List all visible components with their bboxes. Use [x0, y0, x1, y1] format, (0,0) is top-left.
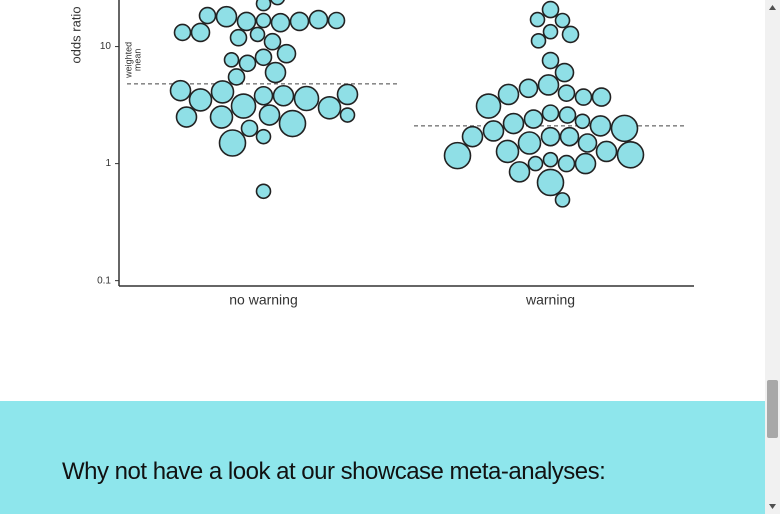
- bubble: [554, 192, 571, 208]
- bubble: [527, 155, 544, 172]
- bubble: [557, 84, 576, 102]
- bubble: [577, 133, 598, 153]
- bubble: [461, 125, 484, 148]
- bubble: [589, 115, 612, 137]
- x-tick-label: warning: [525, 292, 575, 308]
- bubble: [249, 26, 266, 43]
- bubble: [272, 84, 295, 107]
- bubble: [443, 141, 472, 170]
- weighted-mean-label: weighted: [123, 42, 133, 79]
- y-tick-label: 0.1: [97, 275, 111, 286]
- bubble: [610, 114, 639, 143]
- bubble: [518, 78, 539, 99]
- bubble: [502, 112, 525, 135]
- bubble: [229, 28, 248, 47]
- bubble: [574, 152, 597, 175]
- bubble: [270, 0, 285, 6]
- bubble: [227, 68, 246, 86]
- bubble: [210, 80, 235, 104]
- section-heading: Why not have a look at our showcase meta…: [62, 458, 606, 485]
- bubble: [339, 107, 356, 123]
- bubble: [558, 106, 577, 124]
- bubble: [616, 140, 645, 169]
- bubble: [529, 11, 546, 28]
- bubble: [255, 0, 272, 12]
- bubble: [537, 74, 560, 96]
- bubble: [317, 95, 342, 120]
- bubble: [497, 83, 520, 106]
- bubble: [482, 120, 505, 142]
- bubble: [540, 126, 561, 147]
- bubble: [595, 140, 618, 163]
- scrollbar[interactable]: [765, 0, 780, 514]
- weighted-mean-label: mean: [132, 49, 142, 72]
- bubble: [169, 79, 192, 102]
- bubble: [561, 25, 580, 44]
- bubble: [508, 161, 531, 183]
- bubble: [308, 9, 329, 30]
- bubble: [530, 33, 547, 49]
- bubble: [475, 93, 502, 119]
- bubble: [238, 54, 257, 73]
- bubble: [523, 109, 544, 129]
- bubble: [541, 0, 560, 19]
- scroll-up[interactable]: [769, 5, 776, 10]
- bubble: [289, 11, 310, 32]
- bubble: [517, 131, 542, 155]
- y-tick-label: 1: [105, 158, 111, 169]
- bubble: [175, 106, 198, 128]
- showcase-section: Why not have a look at our showcase meta…: [0, 401, 765, 514]
- bubble: [542, 151, 559, 168]
- bubble: [215, 5, 238, 28]
- y-tick-label: 10: [100, 41, 112, 52]
- bubble: [278, 109, 307, 138]
- bubble: [276, 43, 297, 64]
- y-axis-label: odds ratio: [68, 6, 83, 63]
- bubble: [536, 168, 565, 197]
- bubble: [559, 126, 580, 147]
- scroll-thumb[interactable]: [767, 380, 778, 438]
- bubble: [253, 85, 274, 106]
- bubble: [223, 52, 240, 68]
- bubble: [293, 85, 320, 112]
- bubble: [541, 51, 560, 70]
- chart: odds ratio 0.1 1 10 no warning warning weight…: [68, 0, 694, 308]
- bubble: [327, 11, 346, 30]
- bubble: [236, 11, 257, 32]
- bubble: [264, 61, 287, 84]
- bubble: [554, 62, 575, 83]
- bubble: [495, 139, 520, 164]
- bubble: [263, 32, 282, 51]
- bubble: [336, 83, 359, 106]
- bubble: [554, 12, 571, 29]
- bubble: [188, 88, 213, 112]
- bubble: [557, 154, 576, 173]
- bubble: [574, 113, 591, 130]
- bubble: [270, 12, 291, 33]
- bubble: [218, 129, 247, 157]
- bubble: [541, 104, 560, 122]
- bubble: [574, 88, 593, 106]
- bubble: [255, 12, 272, 29]
- bubble: [591, 87, 612, 107]
- bubble: [198, 6, 217, 25]
- bubble: [258, 104, 281, 126]
- bubble: [190, 22, 211, 43]
- bubble: [255, 128, 272, 145]
- bubble: [209, 105, 234, 129]
- bubble: [255, 183, 272, 200]
- bubble: [254, 48, 273, 67]
- bubble: [542, 23, 559, 40]
- scroll-down[interactable]: [769, 504, 776, 509]
- bubble: [173, 23, 192, 42]
- bubble: [240, 119, 259, 138]
- x-tick-label: no warning: [229, 292, 298, 308]
- bubble: [230, 93, 257, 119]
